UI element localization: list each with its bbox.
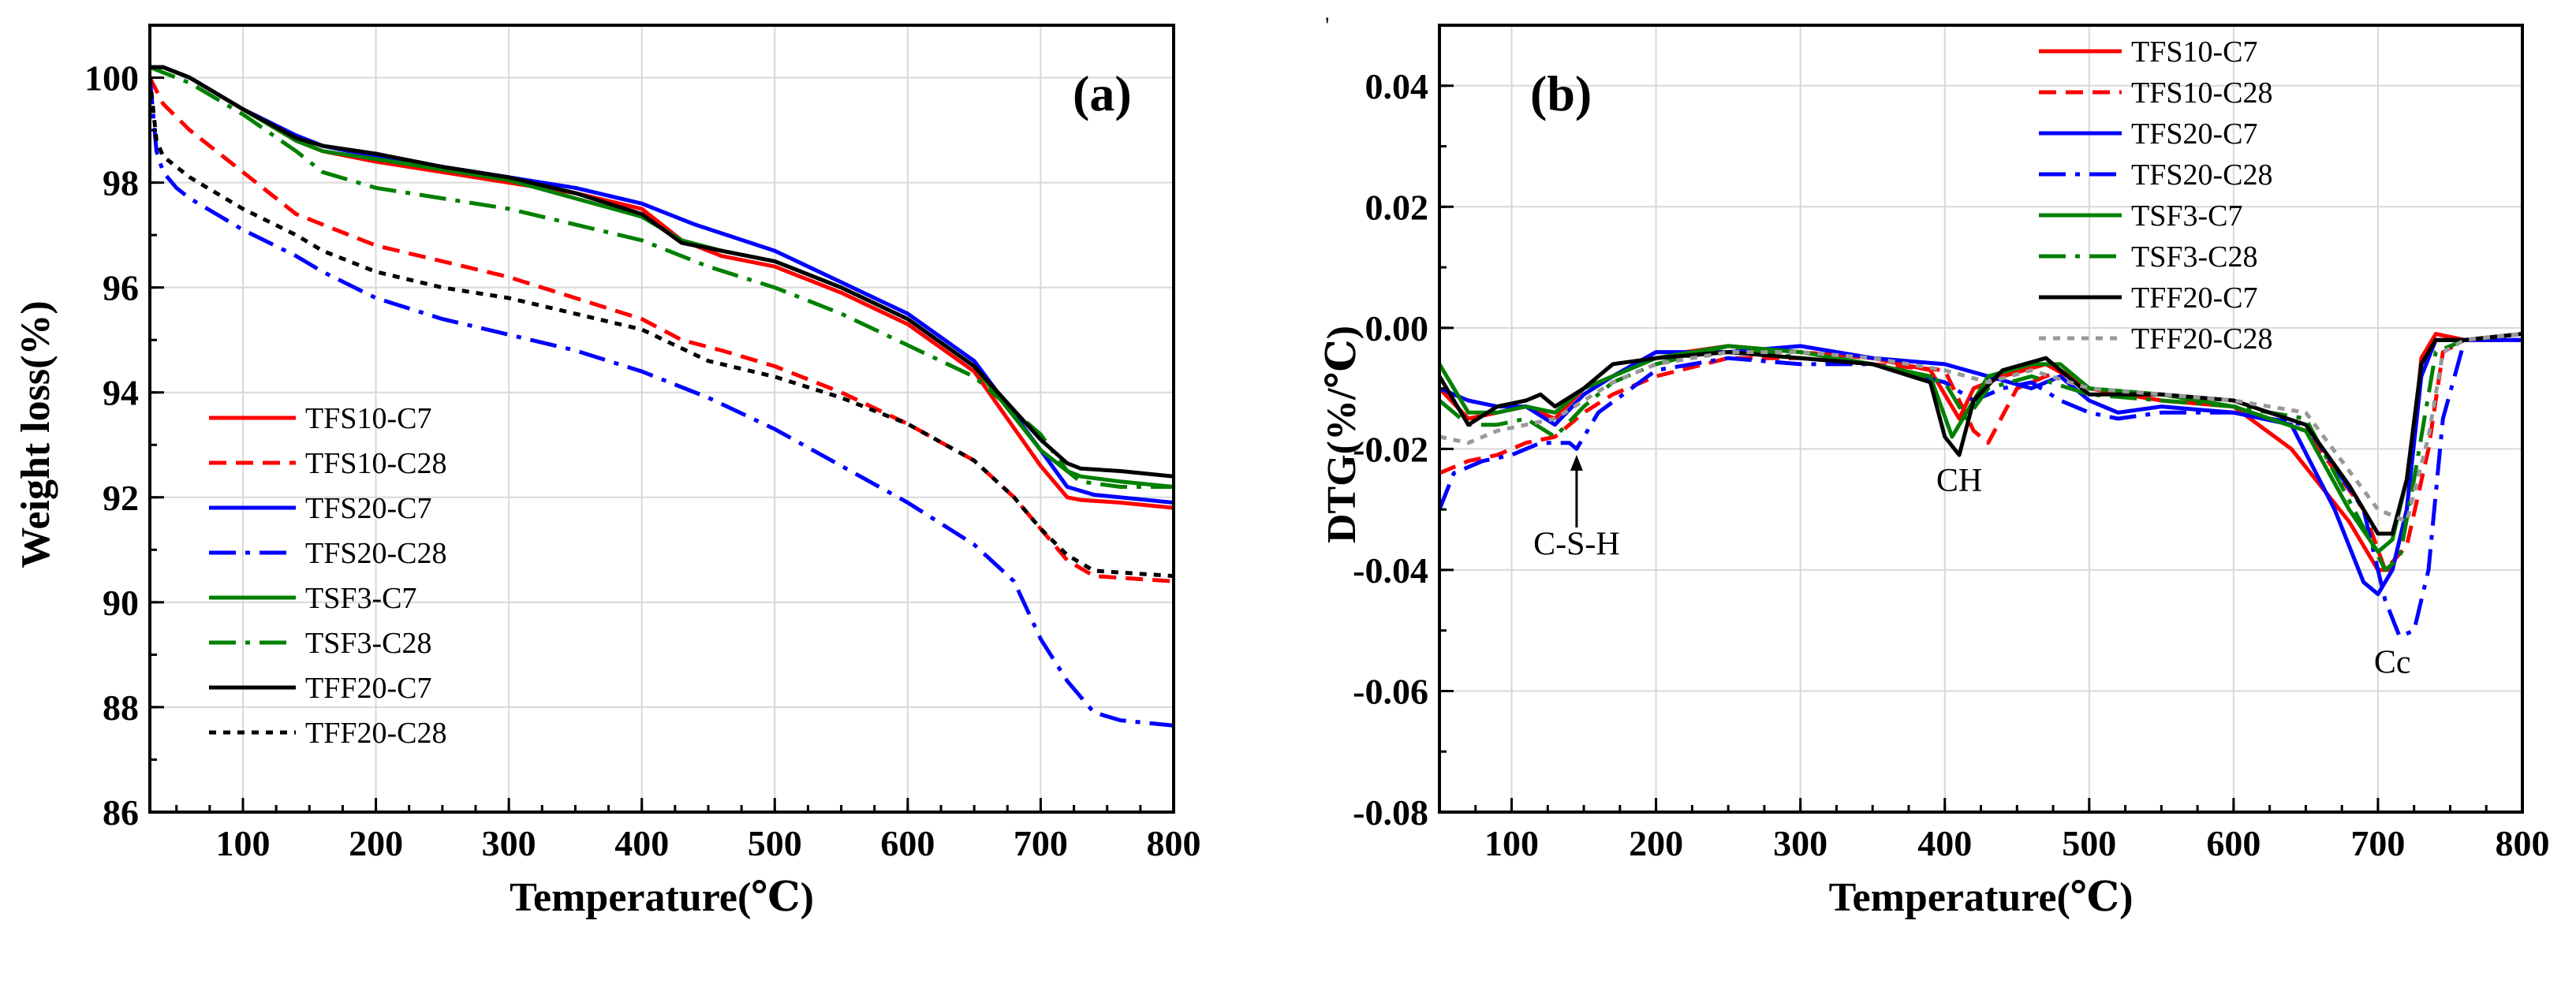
series-line-tsf3-c28 <box>150 65 1174 489</box>
legend-label: TFS10-C7 <box>2131 35 2257 69</box>
y-tick-label: 100 <box>84 58 139 99</box>
annotation-label: CH <box>1936 463 1982 499</box>
y-tick-label: 0.04 <box>1365 66 1429 106</box>
y-tick-label: 0.02 <box>1365 187 1429 227</box>
x-tick-label: 400 <box>1917 823 1972 863</box>
legend-label: TFF20-C28 <box>305 717 446 750</box>
series-line-tff20-c28 <box>1439 332 2522 524</box>
x-tick-label: 100 <box>216 823 271 863</box>
y-tick-label: -0.06 <box>1353 671 1428 711</box>
y-tick-label: -0.04 <box>1353 550 1428 591</box>
x-tick-label: 500 <box>748 823 802 863</box>
series-line-tff20-c7 <box>150 65 1174 479</box>
y-tick-label: 98 <box>103 163 139 203</box>
y-tick-label: -0.08 <box>1353 792 1428 833</box>
annotation-label: Cc <box>2374 644 2411 680</box>
legend-label: TFS20-C28 <box>2131 158 2272 192</box>
x-axis-title: Temperature(℃) <box>1829 875 2134 920</box>
x-tick-label: 800 <box>2496 823 2550 863</box>
annotation-label: C-S-H <box>1533 527 1620 563</box>
x-tick-label: 200 <box>349 823 403 863</box>
plot-frame <box>148 24 1175 814</box>
x-tick-label: 400 <box>614 823 669 863</box>
y-tick-label: 96 <box>103 268 139 308</box>
x-tick-label: 700 <box>1014 823 1068 863</box>
legend-label: TFS10-C28 <box>305 447 446 480</box>
x-tick-label: 200 <box>1629 823 1683 863</box>
legend: TFS10-C7 TFS10-C28 TFS20-C7 TFS20-C28 TSF3-C… <box>209 402 446 750</box>
series-line-tsf3-c28 <box>1439 332 2522 572</box>
panel-label: (a) <box>1073 65 1132 121</box>
series-line-tff20-c7 <box>1439 332 2522 536</box>
panel-label: (b) <box>1530 65 1592 121</box>
legend-label: TFF20-C7 <box>305 672 431 705</box>
legend-label: TFS20-C7 <box>305 492 431 525</box>
legend-label: TSF3-C28 <box>305 627 431 660</box>
y-tick-label: 88 <box>103 688 139 728</box>
x-tick-label: 600 <box>880 823 935 863</box>
legend-label: TFS10-C28 <box>2131 76 2272 110</box>
x-tick-label: 500 <box>2062 823 2116 863</box>
x-tick-label: 800 <box>1147 823 1201 863</box>
legend-label: TSF3-C7 <box>305 582 416 615</box>
legend-label: TFF20-C28 <box>2131 322 2272 356</box>
y-tick-label: 0.00 <box>1365 308 1429 348</box>
x-tick-label: 600 <box>2206 823 2261 863</box>
annotation-arrow-head <box>1570 455 1583 471</box>
legend-label: TSF3-C7 <box>2131 199 2242 233</box>
y-tick-label: 90 <box>103 583 139 623</box>
y-tick-label: 94 <box>103 373 139 413</box>
y-tick-label: 86 <box>103 792 139 833</box>
x-tick-label: 300 <box>1773 823 1827 863</box>
x-tick-label: 700 <box>2350 823 2405 863</box>
y-axis-title: Weight loss(%) <box>13 300 58 568</box>
x-tick-label: 300 <box>482 823 536 863</box>
x-axis-title: Temperature(℃) <box>510 875 814 920</box>
stray-mark: ' <box>1325 13 1329 39</box>
legend-label: TFF20-C7 <box>2131 281 2257 315</box>
panel-b-dtg-chart: 100 200 300 400 500 600 700 800 -0.08 -0.06 -0.04 -… <box>1320 24 2550 920</box>
legend-label: TFS10-C7 <box>305 402 431 435</box>
legend-label: TFS20-C28 <box>305 537 446 570</box>
series-line-tfs20-c28 <box>1439 337 2522 639</box>
panel-a-weight-loss-chart: 100 200 300 400 500 600 700 800 86 88 90 92 94 96 98 10… <box>13 24 1201 920</box>
legend-label: TSF3-C28 <box>2131 240 2257 274</box>
series-line-tfs20-c28 <box>150 77 1174 728</box>
x-tick-label: 100 <box>1484 823 1539 863</box>
y-tick-label: 92 <box>103 478 139 518</box>
legend: TFS10-C7 TFS10-C28 TFS20-C7 TFS20-C28 TSF3-C… <box>2039 35 2272 356</box>
y-axis-title: DTG(%/℃) <box>1320 326 1365 543</box>
legend-label: TFS20-C7 <box>2131 117 2257 151</box>
y-tick-label: -0.02 <box>1353 429 1428 469</box>
